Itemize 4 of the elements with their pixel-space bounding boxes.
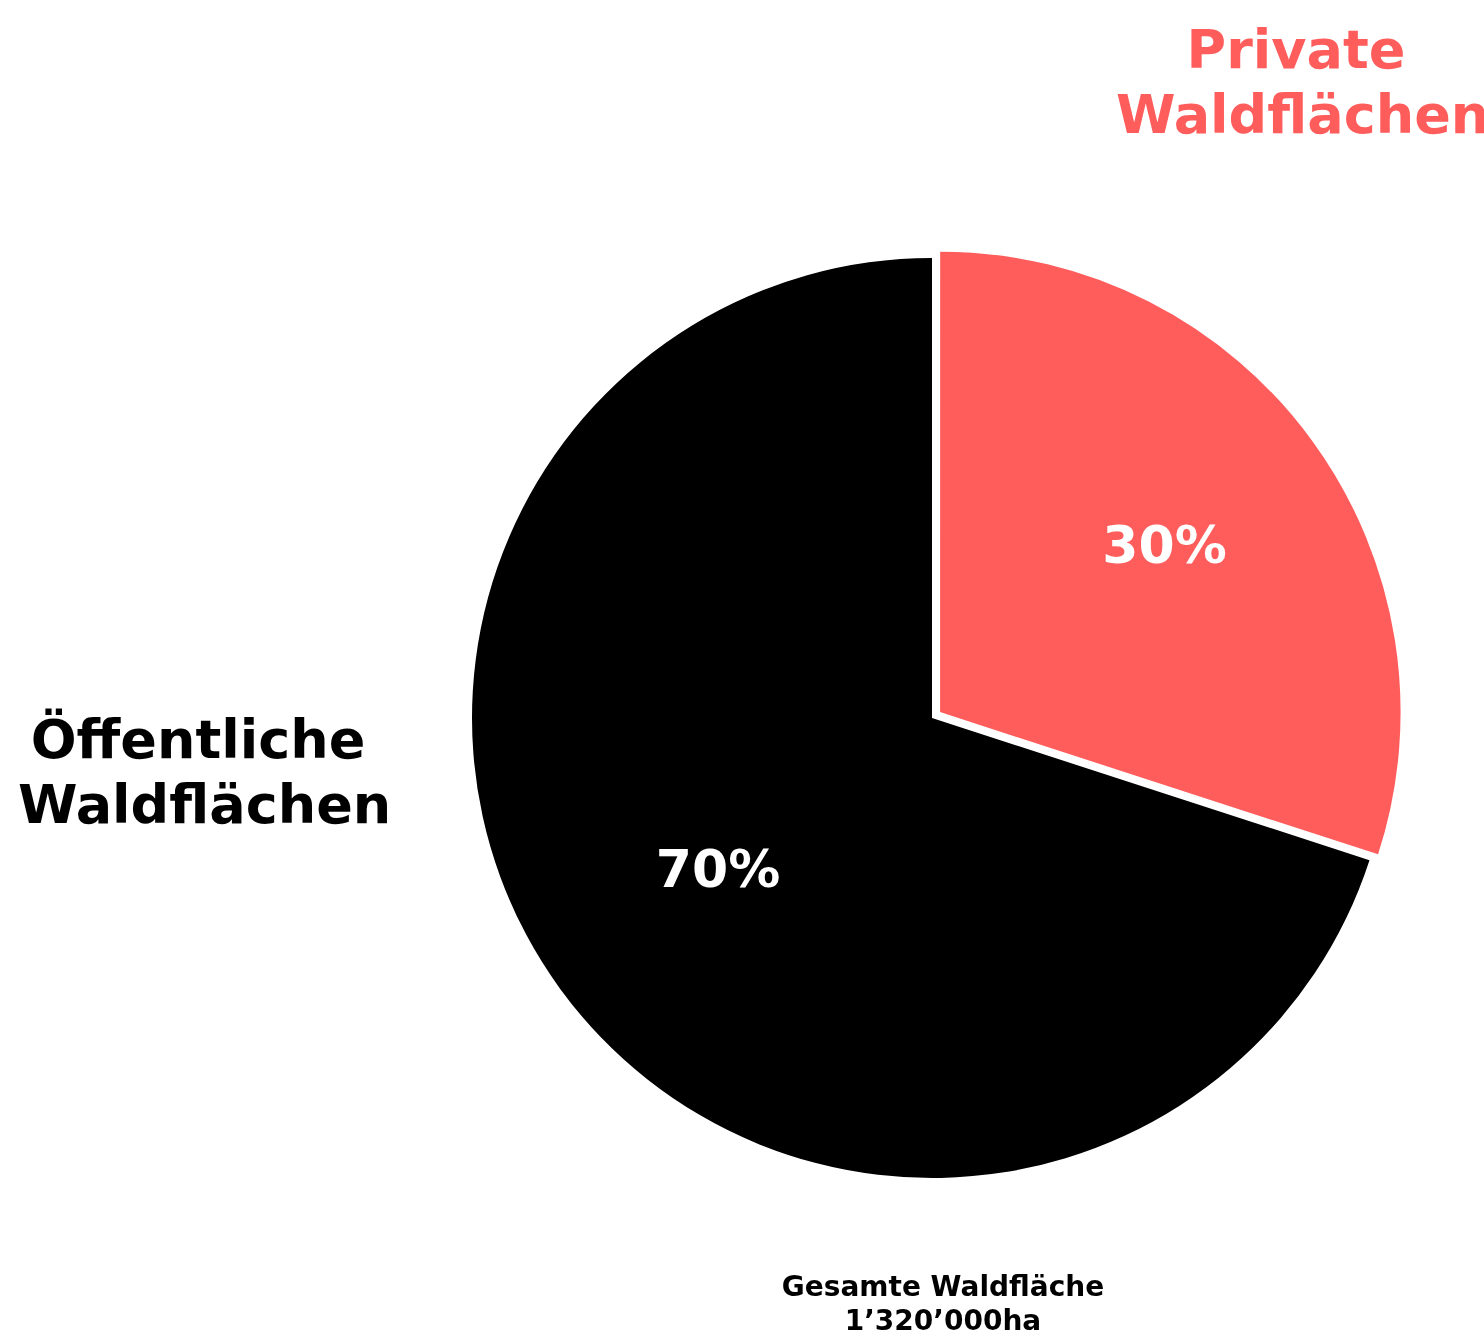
- text: Gesamte Waldfläche 1’320’000ha: [780, 1270, 1106, 1338]
- slice-label: Öffentliche Waldflächen: [18, 708, 392, 838]
- data-label: 30%: [1102, 514, 1227, 575]
- data-label: 70%: [655, 838, 781, 899]
